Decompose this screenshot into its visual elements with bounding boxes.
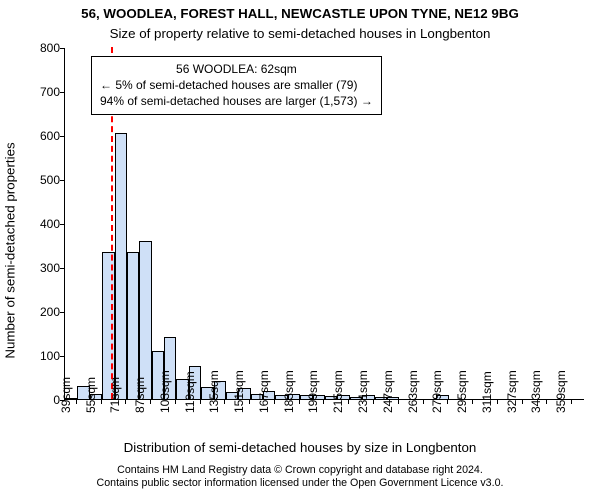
y-tick-mark — [60, 92, 65, 93]
x-tick-mark — [323, 399, 324, 404]
histogram-bar — [139, 241, 151, 399]
x-tick-mark — [101, 399, 102, 404]
y-tick-mark — [60, 180, 65, 181]
histogram-bar — [115, 133, 127, 399]
y-tick-mark — [60, 224, 65, 225]
y-tick-mark — [60, 48, 65, 49]
footer: Contains HM Land Registry data © Crown c… — [0, 464, 600, 490]
x-tick-mark — [76, 399, 77, 404]
chart-container: 56, WOODLEA, FOREST HALL, NEWCASTLE UPON… — [0, 0, 600, 500]
y-tick-label: 700 — [20, 85, 60, 99]
x-tick-mark — [274, 399, 275, 404]
x-tick-mark — [299, 399, 300, 404]
y-tick-label: 0 — [20, 393, 60, 407]
x-tick-mark — [249, 399, 250, 404]
info-line3: 94% of semi-detached houses are larger (… — [100, 93, 373, 109]
y-tick-mark — [60, 312, 65, 313]
x-tick-mark — [224, 399, 225, 404]
footer-line2: Contains public sector information licen… — [0, 477, 600, 490]
y-tick-label: 500 — [20, 173, 60, 187]
info-line2: ← 5% of semi-detached houses are smaller… — [100, 77, 373, 93]
title-line2: Size of property relative to semi-detach… — [0, 26, 600, 41]
x-axis-label: Distribution of semi-detached houses by … — [0, 440, 600, 455]
y-tick-label: 200 — [20, 305, 60, 319]
info-box: 56 WOODLEA: 62sqm ← 5% of semi-detached … — [91, 56, 382, 115]
x-tick-mark — [200, 399, 201, 404]
y-tick-mark — [60, 268, 65, 269]
x-tick-mark — [571, 399, 572, 404]
plot-area: 56 WOODLEA: 62sqm ← 5% of semi-detached … — [64, 48, 584, 400]
x-tick-mark — [348, 399, 349, 404]
y-tick-label: 100 — [20, 349, 60, 363]
y-tick-label: 800 — [20, 41, 60, 55]
x-tick-mark — [472, 399, 473, 404]
x-tick-mark — [125, 399, 126, 404]
x-tick-mark — [398, 399, 399, 404]
info-line1: 56 WOODLEA: 62sqm — [100, 61, 373, 77]
y-tick-label: 300 — [20, 261, 60, 275]
footer-line1: Contains HM Land Registry data © Crown c… — [0, 464, 600, 477]
y-tick-mark — [60, 136, 65, 137]
x-tick-mark — [175, 399, 176, 404]
x-tick-mark — [447, 399, 448, 404]
y-tick-label: 600 — [20, 129, 60, 143]
y-axis-label: Number of semi-detached properties — [2, 0, 18, 500]
y-tick-label: 400 — [20, 217, 60, 231]
x-tick-mark — [522, 399, 523, 404]
x-tick-mark — [150, 399, 151, 404]
x-tick-mark — [546, 399, 547, 404]
x-tick-mark — [423, 399, 424, 404]
title-line1: 56, WOODLEA, FOREST HALL, NEWCASTLE UPON… — [0, 6, 600, 21]
y-tick-mark — [60, 356, 65, 357]
x-tick-mark — [373, 399, 374, 404]
y-axis-label-text: Number of semi-detached properties — [3, 142, 18, 358]
x-tick-mark — [497, 399, 498, 404]
